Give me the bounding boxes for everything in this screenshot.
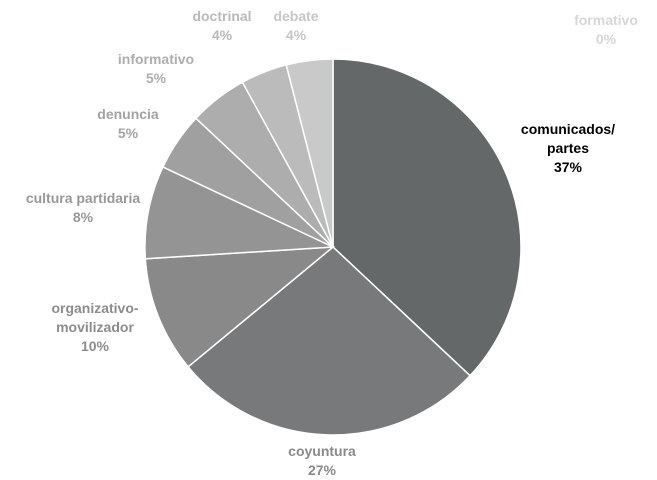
slice-name: formativo xyxy=(574,12,638,28)
slice-name: coyuntura xyxy=(288,443,356,459)
pie-slice xyxy=(187,246,472,436)
slice-percentage: 10% xyxy=(81,338,110,354)
slice-name: debate xyxy=(273,8,318,24)
pie-labels: comunicados/partes 37% coyuntura 27% organiz… xyxy=(26,8,638,478)
slice-percentage: 8% xyxy=(73,209,94,225)
slice-name: comunicados/ xyxy=(521,121,615,137)
pie-slice xyxy=(144,246,336,368)
slice-percentage: 37% xyxy=(554,159,583,175)
slice-name: doctrinal xyxy=(192,8,251,24)
slice-label: cultura partidaria 8% xyxy=(26,190,141,225)
slice-percentage: 0% xyxy=(596,31,617,47)
slice-percentage: 4% xyxy=(286,27,307,43)
slice-label: debate 4% xyxy=(273,8,318,43)
slice-percentage: 5% xyxy=(146,70,167,86)
slice-name: movilizador xyxy=(56,319,134,335)
pie-slice xyxy=(332,58,522,377)
pie-slice xyxy=(144,165,334,260)
slice-label: coyuntura 27% xyxy=(288,443,356,478)
slice-percentage: 4% xyxy=(212,27,233,43)
slice-name: denuncia xyxy=(97,106,159,122)
slice-percentage: 5% xyxy=(118,125,139,141)
slice-name: cultura partidaria xyxy=(26,190,141,206)
slice-label: formativo 0% xyxy=(574,12,638,47)
pie-slice xyxy=(285,58,334,248)
slice-name: organizativo- xyxy=(51,300,138,316)
slice-label: comunicados/partes 37% xyxy=(521,121,615,175)
slice-name: partes xyxy=(547,140,589,156)
slice-label: denuncia 5% xyxy=(97,106,159,141)
pie-slices xyxy=(144,58,522,436)
slice-name: informativo xyxy=(118,51,194,67)
slice-percentage: 27% xyxy=(308,462,337,478)
slice-label: doctrinal 4% xyxy=(192,8,251,43)
slice-label: informativo 5% xyxy=(118,51,194,86)
slice-label: organizativo-movilizador 10% xyxy=(51,300,138,354)
